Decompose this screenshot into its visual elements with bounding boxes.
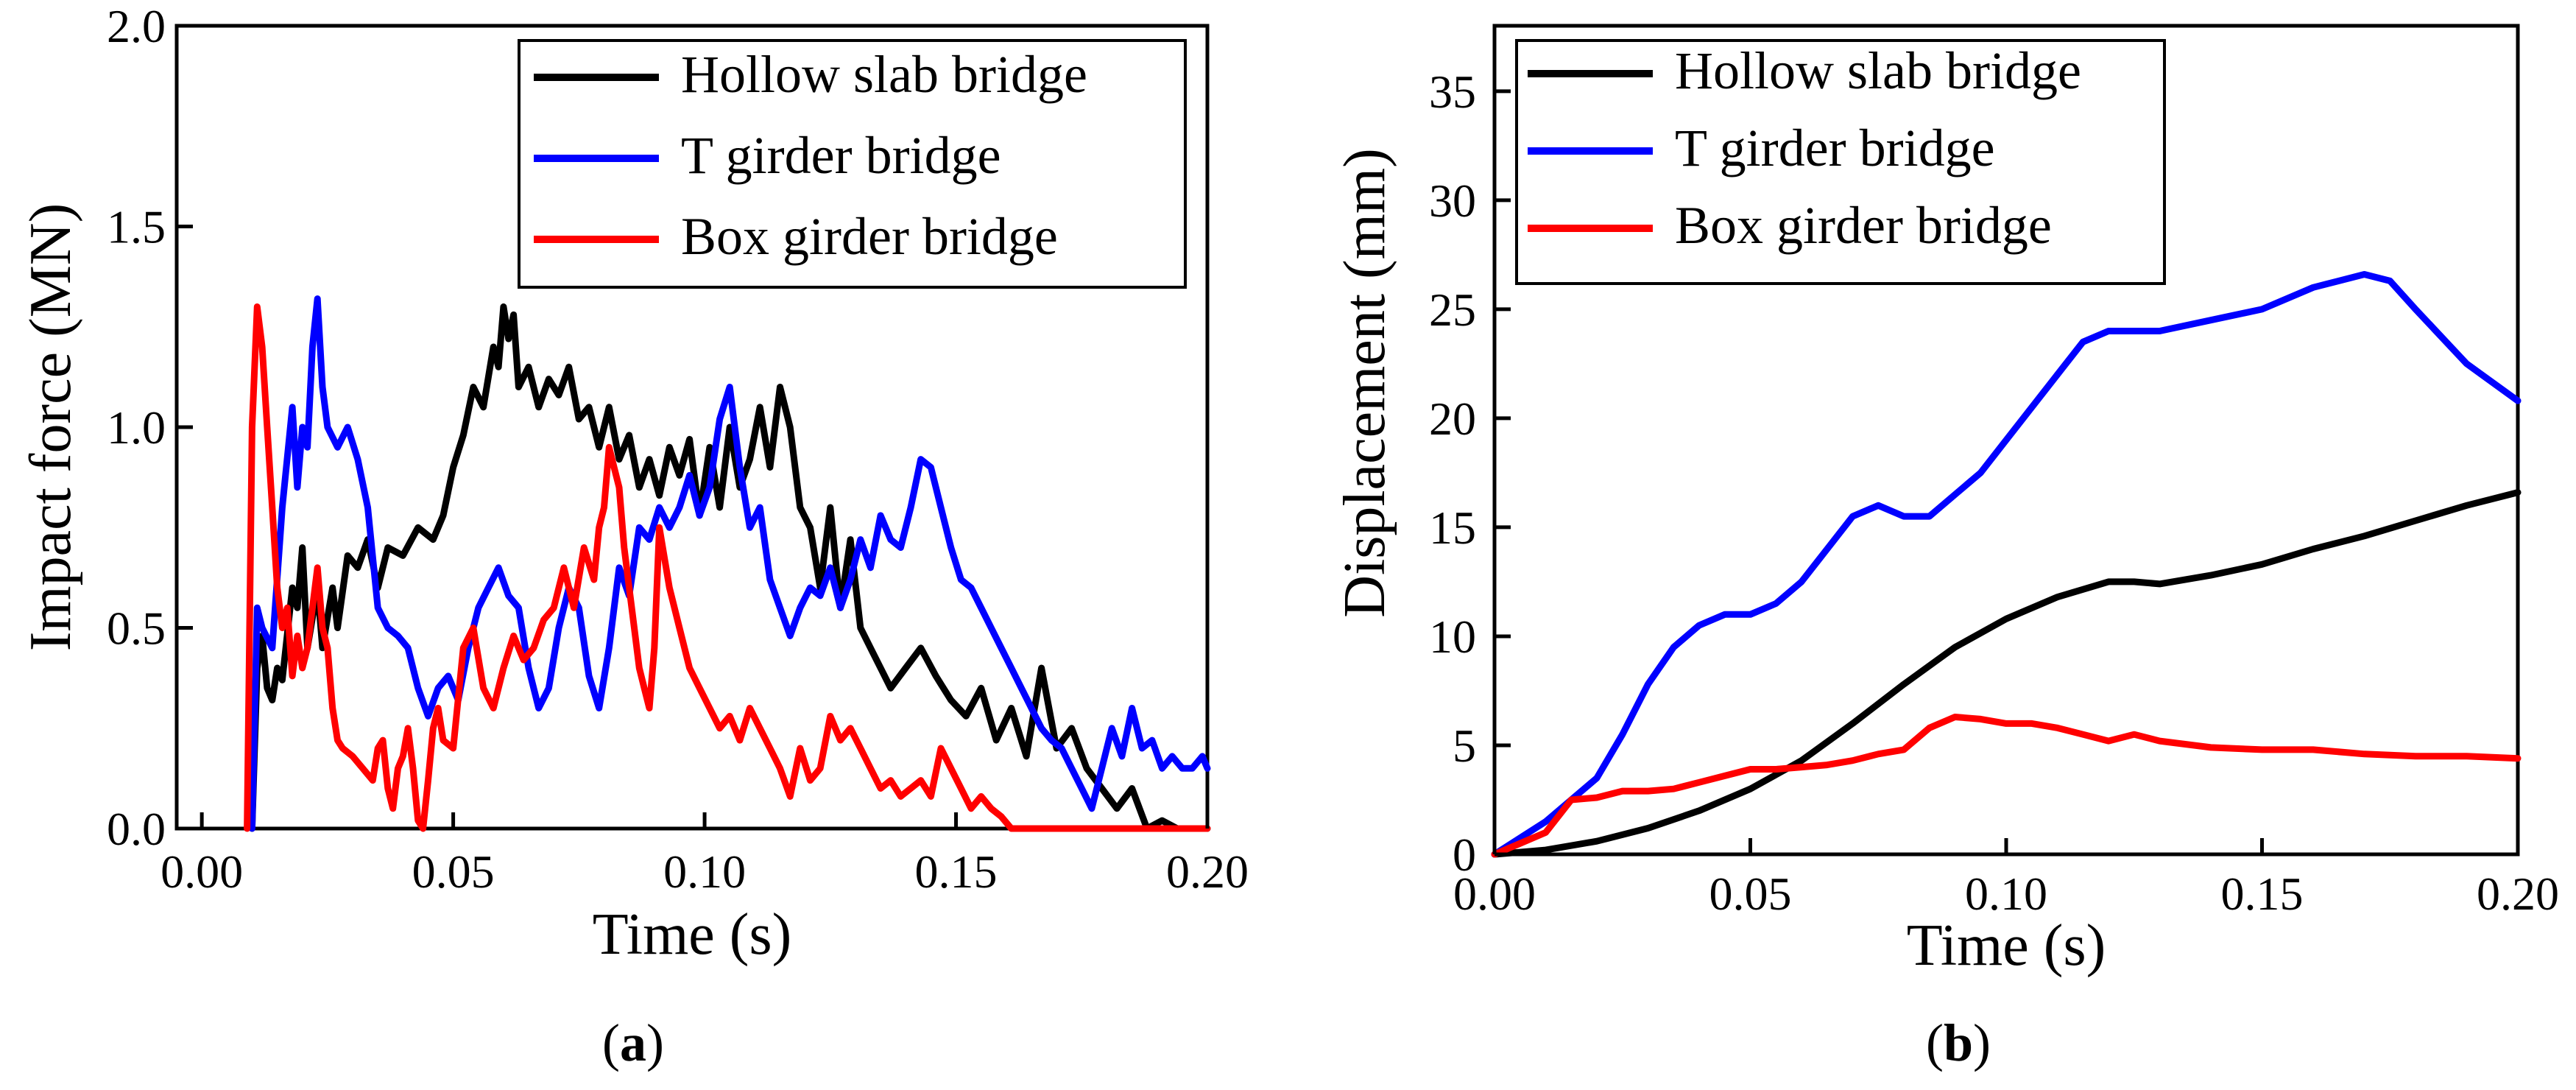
panel-b-x-tick-label: 0.20 (2477, 868, 2559, 920)
panel-a-y-axis-title: Impact force (MN) (18, 203, 83, 652)
panel-b-legend-label-hollow-slab-bridge: Hollow slab bridge (1675, 41, 2081, 100)
panel-a-y-tick-label: 2.0 (107, 0, 166, 52)
panel-b-legend-label-t-girder-bridge: T girder bridge (1675, 119, 1995, 177)
panel-a-label: (a) (602, 1013, 664, 1072)
panel-a-series-lines (244, 295, 1211, 832)
panel-a-y-tick-label: 0.5 (107, 602, 166, 655)
panel-b-series-lines (1491, 271, 2522, 858)
panel-b-y-axis: 0 5 10 15 20 25 30 35 (1429, 66, 1511, 881)
panel-a-x-tick-label: 0.15 (915, 845, 998, 898)
panel-b-y-tick-label: 10 (1429, 611, 1476, 663)
panel-b-y-tick-label: 5 (1453, 720, 1476, 772)
panel-a-x-tick-label: 0.10 (663, 845, 746, 898)
panel-a-legend-box (518, 39, 1187, 289)
panel-b-y-tick-label: 30 (1429, 175, 1476, 227)
panel-b-series-box-girder-bridge (1491, 714, 2522, 858)
panel-a-y-axis: 0.0 0.5 1.0 1.5 2.0 (107, 0, 193, 855)
panel-a-y-tick-label: 1.5 (107, 201, 166, 253)
panel-b-x-tick-label: 0.15 (2221, 868, 2304, 920)
panel-a-impact-force-chart: 0.00 0.05 0.10 0.15 0.20 0.0 0.5 1.0 1.5 2.0 Tim… (18, 0, 1249, 1072)
panel-b-legend-box (1515, 39, 2166, 285)
panel-b-y-tick-label: 20 (1429, 393, 1476, 445)
panel-a-label-letter: a (620, 1013, 646, 1072)
panel-b-x-tick-label: 0.05 (1709, 868, 1792, 920)
panel-a-series-hollow-slab-bridge (248, 303, 1211, 832)
panel-b-y-tick-label: 35 (1429, 66, 1476, 118)
panel-a-x-tick-label: 0.20 (1166, 845, 1249, 898)
panel-a-series-box-girder-bridge (244, 303, 1211, 832)
panel-b-displacement-chart: 0.00 0.05 0.10 0.15 0.20 0 5 10 15 20 25 30 35 Time… (1333, 24, 2559, 1072)
panel-a-legend-label-box-girder-bridge: Box girder bridge (681, 207, 1058, 266)
panel-a-x-axis: 0.00 0.05 0.10 0.15 0.20 (160, 812, 1249, 898)
panel-b-y-tick-label: 0 (1453, 829, 1476, 881)
panel-a-legend-label-hollow-slab-bridge: Hollow slab bridge (681, 45, 1087, 104)
panel-a-legend-label-t-girder-bridge: T girder bridge (681, 126, 1001, 185)
panel-b-label-letter: b (1944, 1013, 1973, 1072)
panel-b-x-tick-label: 0.10 (1965, 868, 2047, 920)
panel-a-x-tick-label: 0.00 (160, 845, 243, 898)
panel-b-x-axis-title: Time (s) (1907, 913, 2106, 978)
panel-a-x-tick-label: 0.05 (412, 845, 495, 898)
panel-b-x-tick-label: 0.00 (1453, 868, 1536, 920)
panel-b-label: (b) (1926, 1013, 1991, 1072)
panel-a-y-tick-label: 0.0 (107, 803, 166, 855)
panel-a-y-tick-label: 1.0 (107, 401, 166, 454)
panel-b-y-tick-label: 25 (1429, 284, 1476, 336)
panel-b-x-axis: 0.00 0.05 0.10 0.15 0.20 (1453, 838, 2559, 920)
panel-b-y-axis-title: Displacement (mm) (1333, 148, 1397, 618)
panel-a-series-t-girder-bridge (248, 295, 1211, 832)
panel-b-y-tick-label: 15 (1429, 502, 1476, 554)
panel-b-series-t-girder-bridge (1491, 271, 2522, 858)
panel-b-legend-label-box-girder-bridge: Box girder bridge (1675, 196, 2052, 255)
panel-b-legend: Hollow slab bridge T girder bridge Box gir… (1515, 39, 2166, 285)
panel-b-series-hollow-slab-bridge (1491, 489, 2522, 858)
panel-a-legend: Hollow slab bridge T girder bridge Box gir… (518, 39, 1187, 289)
panel-a-x-axis-title: Time (s) (593, 902, 791, 967)
